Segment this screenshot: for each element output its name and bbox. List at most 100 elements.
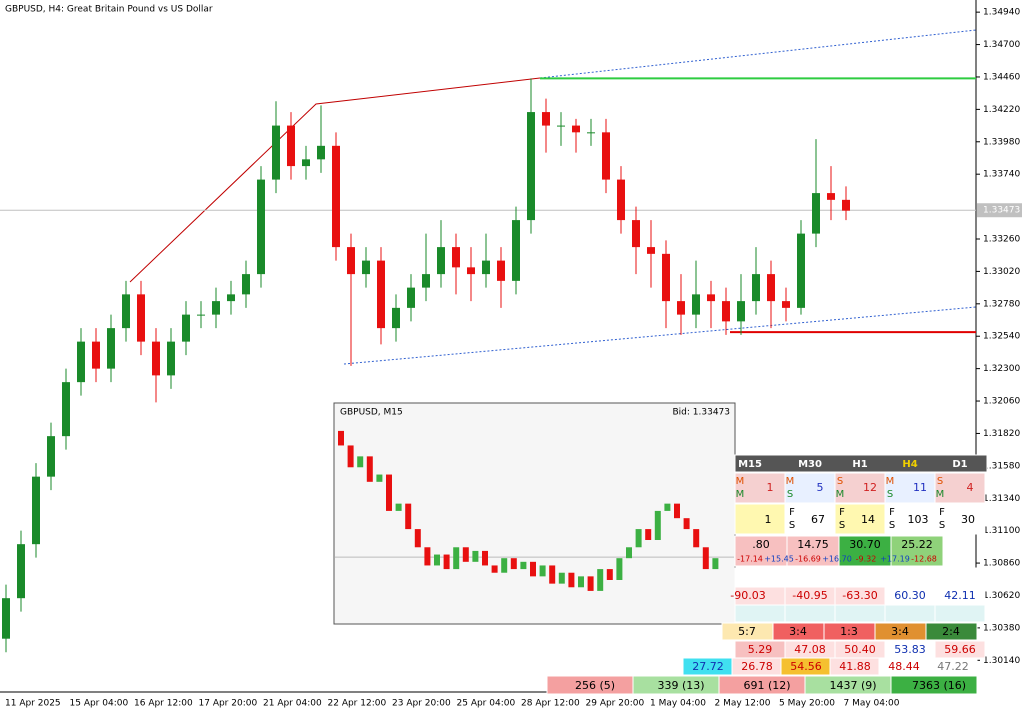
current-price-label: 1.33473 bbox=[983, 206, 1020, 216]
signal-letter: M bbox=[836, 489, 845, 500]
inset-candle bbox=[683, 518, 690, 530]
x-tick-label: 15 Apr 04:00 bbox=[70, 699, 129, 709]
inset-candle bbox=[462, 547, 469, 562]
inset-candle bbox=[616, 558, 623, 580]
header-label: M30 bbox=[798, 459, 822, 470]
signal-letter: M bbox=[736, 476, 745, 487]
candle-body bbox=[572, 125, 580, 133]
score-text: -40.95 bbox=[792, 589, 827, 602]
rsi2-text: 48.44 bbox=[888, 660, 920, 673]
strength-cell bbox=[784, 503, 836, 535]
y-tick-label: 1.34940 bbox=[983, 8, 1020, 18]
inset-candle bbox=[530, 561, 536, 577]
arrow-cell bbox=[884, 604, 936, 623]
candle-body bbox=[347, 247, 355, 275]
strength-letter: S bbox=[889, 520, 895, 531]
inset-panel bbox=[333, 402, 736, 625]
strength-count: 1 bbox=[765, 513, 772, 526]
x-tick-label: 28 Apr 12:00 bbox=[521, 699, 580, 709]
y-tick-label: 1.34220 bbox=[983, 105, 1020, 115]
x-tick-label: 22 Apr 12:00 bbox=[328, 699, 387, 709]
y-tick-label: 1.34700 bbox=[983, 40, 1020, 50]
strength-count: 30 bbox=[961, 513, 975, 526]
candle-body bbox=[452, 247, 460, 268]
current-price-tag bbox=[977, 203, 1022, 218]
inset-candle bbox=[443, 554, 450, 570]
y-tick-label: 1.31580 bbox=[983, 461, 1020, 471]
value-cell bbox=[890, 535, 944, 567]
arrow-cell bbox=[834, 604, 886, 623]
rsi-text: 5.29 bbox=[748, 643, 773, 656]
candle-body bbox=[332, 145, 340, 248]
strength-letter: S bbox=[939, 520, 945, 531]
strength-cell bbox=[734, 503, 786, 535]
candle-body bbox=[542, 112, 550, 126]
ratio-text: 3:4 bbox=[789, 625, 807, 638]
rsi2-text: 26.78 bbox=[741, 660, 773, 673]
candle-body bbox=[647, 247, 655, 254]
candle-body bbox=[422, 274, 430, 288]
inset-candle bbox=[568, 572, 575, 588]
dots-cell bbox=[934, 567, 986, 587]
candle-body bbox=[392, 307, 400, 329]
change-text: -9.32 bbox=[856, 555, 877, 564]
channel-upper bbox=[539, 29, 977, 79]
candle-body bbox=[32, 476, 40, 545]
x-tick-label: 1 May 04:00 bbox=[650, 699, 706, 709]
candle-body bbox=[512, 220, 520, 281]
inset-candle bbox=[693, 529, 700, 548]
strength-count: 14 bbox=[861, 513, 875, 526]
inset-candle bbox=[472, 550, 479, 562]
inset-candle bbox=[510, 558, 517, 570]
y-tick-label: 1.31100 bbox=[983, 526, 1020, 536]
candle-body bbox=[62, 382, 70, 437]
footer-text: 256 (5) bbox=[575, 679, 615, 692]
score-text: 60.30 bbox=[894, 589, 926, 602]
inset-candle bbox=[434, 554, 440, 566]
header-row bbox=[734, 454, 988, 473]
candle-body bbox=[767, 274, 775, 302]
inset-candle bbox=[597, 569, 604, 591]
inset-candle bbox=[549, 565, 556, 584]
strength-letter: F bbox=[789, 507, 795, 518]
y-tick-label: 1.30620 bbox=[983, 591, 1020, 601]
signal-count: 1 bbox=[767, 481, 774, 494]
inset-candle bbox=[654, 510, 661, 540]
strength-letter: F bbox=[889, 507, 895, 518]
signal-cell bbox=[784, 472, 836, 504]
signal-letter: M bbox=[886, 476, 895, 487]
y-tick-label: 1.32300 bbox=[983, 364, 1020, 374]
signal-count: 11 bbox=[913, 481, 927, 494]
inset-candle bbox=[558, 572, 565, 584]
candle-body bbox=[257, 179, 265, 275]
strength-cell bbox=[934, 503, 986, 535]
rsi-text: 53.83 bbox=[894, 643, 926, 656]
channel-lower bbox=[343, 306, 977, 365]
footer-text: 339 (13) bbox=[657, 679, 704, 692]
rsi2-text: 54.56 bbox=[790, 660, 822, 673]
rsi-text: 59.66 bbox=[944, 643, 976, 656]
strength-letter: F bbox=[939, 507, 945, 518]
inset-candle bbox=[645, 529, 652, 540]
rsi2-cell bbox=[927, 657, 978, 676]
candle-body bbox=[317, 145, 325, 160]
change-text: -17.14 bbox=[737, 555, 763, 564]
strength-cell bbox=[884, 503, 936, 535]
inset-bid: Bid: 1.33473 bbox=[673, 408, 731, 418]
candle-body bbox=[782, 301, 790, 308]
value-cell bbox=[786, 535, 840, 567]
candle-body bbox=[122, 294, 130, 329]
value-cell bbox=[734, 535, 788, 567]
candle-body bbox=[377, 260, 385, 329]
signal-count: 12 bbox=[863, 481, 877, 494]
signal-letter: S bbox=[787, 489, 793, 500]
y-tick-label: 1.33740 bbox=[983, 170, 1020, 180]
strength-letter: F bbox=[839, 507, 845, 518]
value-text: 25.22 bbox=[901, 538, 933, 551]
signal-letter: M bbox=[736, 489, 745, 500]
inset-candle bbox=[539, 565, 546, 577]
candle-body bbox=[242, 274, 250, 295]
inset-candle bbox=[357, 456, 364, 468]
inset-candle bbox=[606, 569, 613, 580]
footer-cell bbox=[890, 675, 978, 695]
